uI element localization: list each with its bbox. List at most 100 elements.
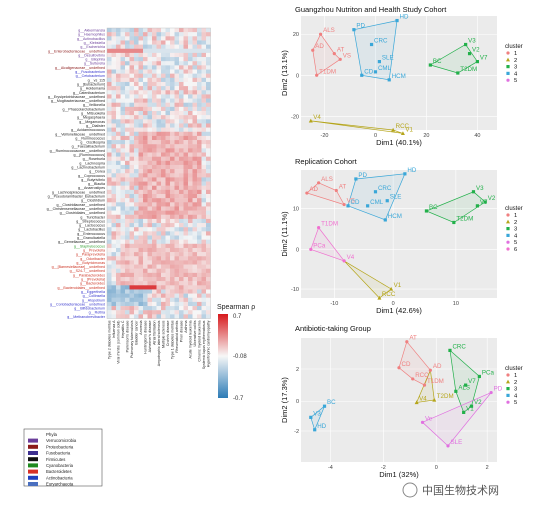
heatmap-cell: [152, 36, 157, 41]
heatmap-cell: [111, 198, 117, 203]
heatmap-cell: [125, 102, 130, 108]
heatmap-cell: [183, 102, 189, 108]
heatmap-cell: [206, 264, 211, 269]
heatmap-cell: [152, 86, 157, 91]
heatmap-cell: [201, 123, 207, 128]
heatmap-cell: [170, 301, 175, 307]
heatmap-cell: [165, 243, 171, 249]
heatmap-cell: [138, 301, 144, 307]
heatmap-cell: [206, 301, 211, 307]
heatmap-cell: [161, 235, 166, 240]
heatmap-cell: [134, 61, 139, 66]
heatmap-cell: [129, 44, 135, 49]
heatmap-cell: [192, 44, 198, 49]
phyla-title: Phyla: [46, 432, 58, 437]
heatmap-cell: [183, 277, 189, 282]
heatmap-cell: [197, 152, 202, 157]
heatmap-cell: [120, 119, 126, 124]
heatmap-cell: [111, 57, 117, 62]
heatmap-cell: [197, 260, 202, 265]
heatmap-cell: [165, 144, 171, 149]
heatmap-cell: [174, 144, 180, 149]
heatmap-cell: [161, 285, 166, 290]
heatmap-cell: [179, 268, 184, 274]
data-point-label: V2: [474, 399, 482, 406]
heatmap-cell: [125, 314, 130, 319]
heatmap-row-label: g__Lachnobacterium: [71, 165, 105, 169]
heatmap-cell: [165, 297, 171, 303]
heatmap-cell: [165, 52, 171, 58]
heatmap-cell: [183, 223, 189, 228]
heatmap-cell: [147, 94, 153, 99]
heatmap-cell: [152, 73, 157, 78]
heatmap-cell: [134, 247, 139, 253]
data-point: [471, 190, 476, 194]
heatmap-cell: [138, 164, 144, 170]
heatmap-cell: [147, 106, 153, 112]
heatmap-row-label: g__Megamonas: [79, 120, 105, 124]
heatmap-cell: [143, 218, 148, 224]
x-tick-label: -2: [381, 465, 386, 471]
heatmap-cell: [152, 152, 157, 157]
heatmap-cell: [170, 231, 175, 236]
heatmap-cell: [183, 256, 189, 261]
heatmap-cell: [156, 314, 162, 319]
heatmap-cell: [165, 277, 171, 282]
heatmap-cell: [183, 140, 189, 145]
heatmap-cell: [138, 32, 144, 37]
heatmap-cell: [107, 32, 112, 37]
heatmap-cell: [183, 40, 189, 45]
heatmap-cell: [147, 235, 153, 240]
heatmap-cell: [111, 152, 117, 157]
heatmap-cell: [129, 32, 135, 37]
heatmap-cell: [111, 48, 117, 54]
heatmap-cell: [174, 44, 180, 49]
heatmap-cell: [143, 123, 148, 128]
heatmap-cell: [174, 281, 180, 286]
heatmap-cell: [152, 194, 157, 199]
heatmap-cell: [120, 156, 126, 161]
heatmap-cell: [170, 152, 175, 157]
heatmap-cell: [152, 135, 157, 141]
data-point-label: BC: [327, 399, 336, 406]
heatmap-cell: [143, 214, 148, 220]
heatmap-cell: [107, 48, 112, 54]
data-point: [334, 188, 338, 193]
heatmap-cell: [156, 218, 162, 224]
heatmap-cell: [179, 36, 184, 41]
heatmap-cell: [120, 268, 126, 274]
heatmap-cell: [156, 173, 162, 178]
heatmap-cell: [179, 227, 184, 232]
heatmap-cell: [116, 28, 121, 33]
heatmap-cell: [197, 36, 202, 41]
heatmap-cell: [134, 239, 139, 244]
heatmap-cell: [188, 127, 193, 132]
heatmap-cell: [120, 314, 126, 319]
heatmap-cell: [183, 314, 189, 319]
heatmap-cell: [174, 164, 180, 170]
heatmap-cell: [165, 123, 171, 128]
data-point-label: AT: [339, 183, 347, 190]
data-point-label: BC: [429, 204, 438, 211]
heatmap-cell: [120, 198, 126, 203]
heatmap-cell: [125, 301, 130, 307]
heatmap-cell: [152, 252, 157, 257]
heatmap-cell: [111, 272, 117, 278]
heatmap-cell: [174, 268, 180, 274]
heatmap-cell: [129, 135, 135, 141]
heatmap-cell: [192, 36, 198, 41]
heatmap-cell: [165, 65, 171, 70]
heatmap-cell: [161, 210, 166, 215]
data-point-label: BC: [433, 58, 442, 65]
heatmap-cell: [188, 314, 193, 319]
heatmap-cell: [147, 169, 153, 174]
heatmap-cell: [125, 52, 130, 58]
heatmap-cell: [201, 77, 207, 83]
heatmap-row-label: g__Prevotella: [83, 248, 105, 252]
heatmap-cell: [120, 115, 126, 120]
heatmap-cell: [111, 144, 117, 149]
heatmap-cell: [170, 144, 175, 149]
heatmap-cell: [125, 156, 130, 161]
data-point-label: VS: [343, 52, 351, 59]
cluster-legend-marker: [506, 78, 510, 82]
